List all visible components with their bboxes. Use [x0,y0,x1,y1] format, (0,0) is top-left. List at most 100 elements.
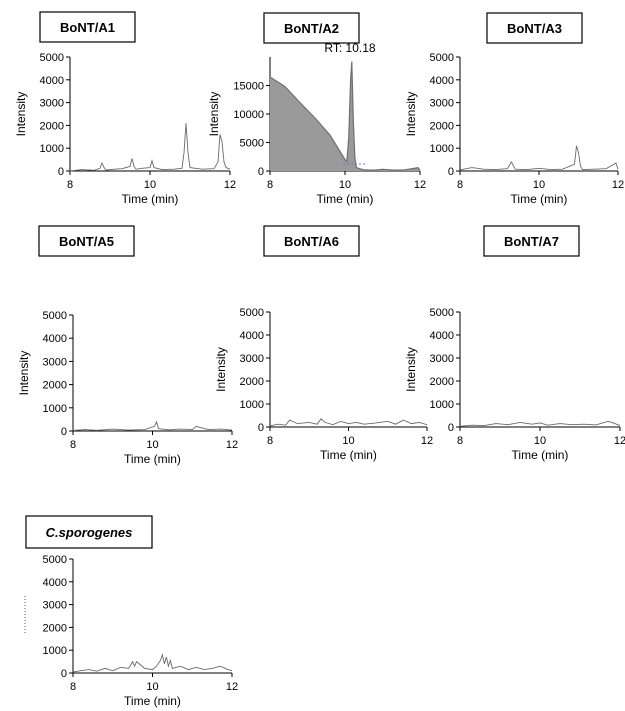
x-tick-label: 8 [70,681,76,693]
y-tick-label: 5000 [430,307,454,319]
chart-panel: BoNT/A5 0 1000 2000 3000 4000 5000 8 10 12 Time (m… [17,225,238,466]
y-tick-label: 0 [448,422,454,434]
x-tick-label: 8 [70,439,76,451]
x-tick-label: 8 [267,179,273,191]
x-tick-label: 12 [224,179,236,191]
y-tick-label: 3000 [43,600,67,612]
y-tick-label: 10000 [233,109,264,121]
x-tick-label: 12 [421,435,433,447]
chart-panel: BoNT/A2 0 5000 10000 15000 8 10 12 Time (min) Int… [207,12,426,206]
y-tick-label: 5000 [240,138,264,150]
y-tick-label: 0 [258,166,264,178]
y-tick-label: 0 [61,426,67,438]
y-tick-label: 0 [58,166,64,178]
x-tick-label: 12 [612,179,624,191]
x-axis-label: Time (min) [320,448,377,462]
chart-panel: BoNT/A6 0 1000 2000 3000 4000 5000 8 10 12 Time (m… [214,225,433,462]
chromatogram-trace [269,418,428,427]
y-tick-label: 0 [258,422,264,434]
x-axis-label: Time (min) [317,192,374,206]
chart-title-box [483,225,580,257]
x-tick-label: 12 [226,439,238,451]
y-tick-label: 0 [448,166,454,178]
x-tick-label: 12 [226,681,238,693]
chart-panel: BoNT/A3 0 1000 2000 3000 4000 5000 8 10 12 Time (m… [404,12,624,206]
y-tick-label: 4000 [430,75,454,87]
y-tick-label: 0 [61,668,67,680]
x-tick-label: 12 [414,179,426,191]
y-tick-label: 15000 [233,81,264,93]
chromatogram-trace [459,145,619,171]
y-tick-label: 5000 [430,52,454,64]
y-tick-label: 2000 [43,380,67,392]
y-tick-label: 5000 [43,554,67,566]
chart-title: BoNT/A2 [284,21,339,36]
chromatogram-trace [72,420,233,431]
y-tick-label: 4000 [43,577,67,589]
chart-title: BoNT/A3 [507,21,562,36]
chart-title-box [39,11,136,43]
x-tick-label: 10 [533,179,545,191]
chart-title: C.sporogenes [46,525,133,540]
peak-area [270,61,420,171]
chromatogram-trace [269,61,421,171]
y-tick-label: 1000 [240,399,264,411]
y-tick-label: 4000 [43,333,67,345]
x-tick-label: 12 [614,435,625,447]
x-tick-label: 10 [534,435,546,447]
y-tick-label: 3000 [430,353,454,365]
chromatogram-trace [459,420,621,427]
y-axis-label: Intensity [17,351,31,396]
y-tick-label: 3000 [240,353,264,365]
y-tick-label: 1000 [40,143,64,155]
x-tick-label: 10 [342,435,354,447]
y-tick-label: 2000 [40,120,64,132]
y-tick-label: 1000 [430,143,454,155]
chart-panel: BoNT/A1 0 1000 2000 3000 4000 5000 8 10 12 Time (m… [14,11,236,206]
x-axis-label: Time (min) [124,452,181,466]
y-axis-label: Intensity [207,92,221,137]
peak-annotation: RT: 10.18 [324,41,375,55]
x-axis-label: Time (min) [122,192,179,206]
y-tick-label: 2000 [430,120,454,132]
chromatogram-trace [72,653,233,673]
chart-title: BoNT/A5 [59,234,114,249]
x-tick-label: 10 [339,179,351,191]
chart-title: BoNT/A6 [284,234,339,249]
y-tick-label: 1000 [43,645,67,657]
x-axis-label: Time (min) [124,694,181,708]
y-tick-label: 4000 [430,330,454,342]
y-tick-label: 1000 [430,399,454,411]
x-tick-label: 10 [144,179,156,191]
y-tick-label: 2000 [430,376,454,388]
y-tick-label: 3000 [43,356,67,368]
chart-title: BoNT/A1 [60,20,115,35]
y-tick-label: 4000 [240,330,264,342]
x-tick-label: 8 [67,179,73,191]
chart-panel: C.sporogenes 0 1000 2000 3000 4000 5000 8 10 12 Ti… [24,515,238,708]
y-tick-label: 5000 [240,307,264,319]
x-axis-label: Time (min) [512,448,569,462]
y-axis-label: Intensity [404,347,418,392]
x-axis-label: Time (min) [511,192,568,206]
x-tick-label: 8 [457,435,463,447]
x-tick-label: 10 [146,681,158,693]
y-tick-label: 2000 [240,376,264,388]
chart-title-box [486,12,583,44]
y-tick-label: 3000 [430,98,454,110]
y-tick-label: 5000 [40,52,64,64]
y-axis-label: Intensity [404,92,418,137]
y-tick-label: 1000 [43,403,67,415]
y-tick-label: 5000 [43,310,67,322]
chromatogram-trace [69,123,231,172]
chart-title-box [25,515,153,549]
y-tick-label: 2000 [43,622,67,634]
chart-title: BoNT/A7 [504,234,559,249]
chart-title-box [263,225,360,257]
x-tick-label: 8 [457,179,463,191]
y-tick-label: 4000 [40,75,64,87]
chart-panel: BoNT/A7 0 1000 2000 3000 4000 5000 8 10 12 Time (m… [404,225,625,462]
chart-title-box [263,12,360,44]
x-tick-label: 8 [267,435,273,447]
